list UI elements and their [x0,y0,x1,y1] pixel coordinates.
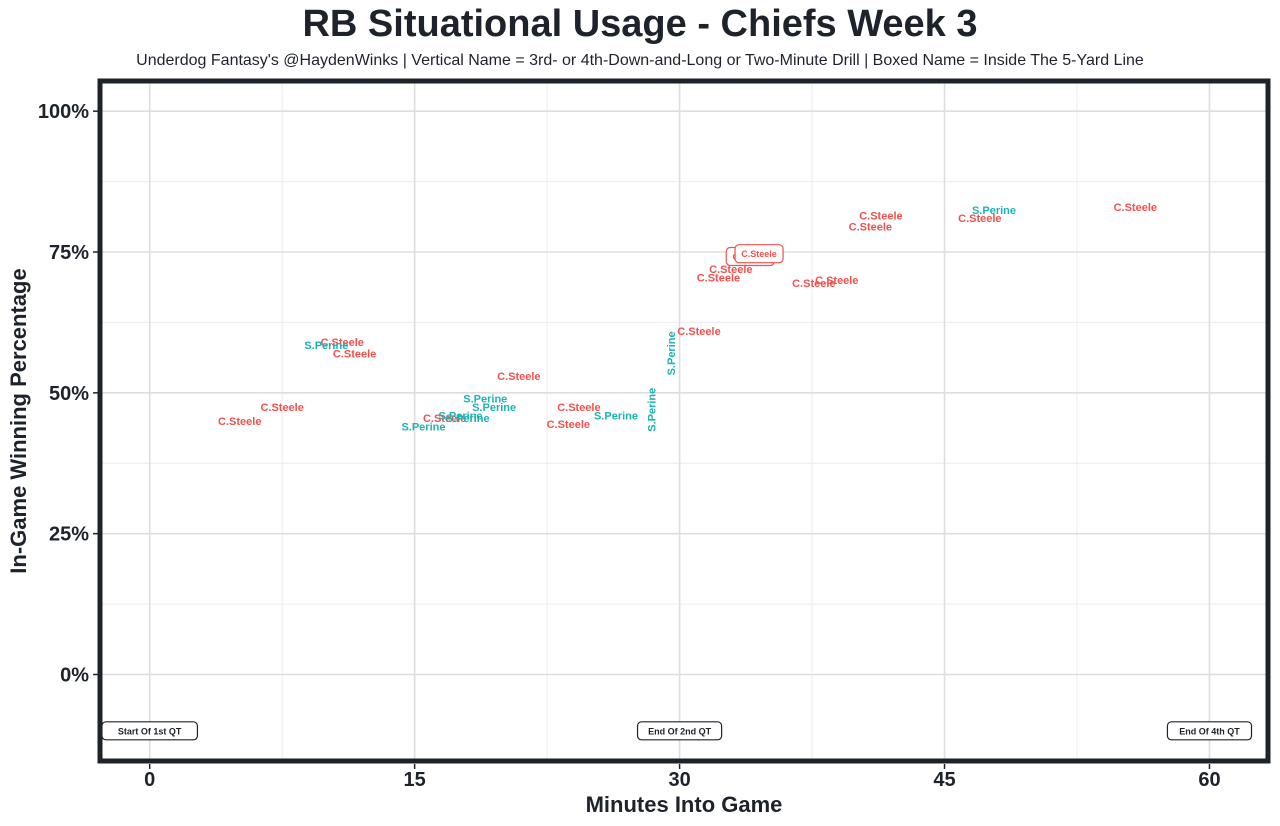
point-label: S.Perine [304,340,348,352]
point-label: C.Steele [859,210,902,222]
point-label: C.Steele [1114,202,1157,214]
point-label: C.Steele [958,213,1001,225]
point-label: C.Steele [849,222,892,234]
quarter-annotations: Start Of 1st QT End Of 2nd QT End Of 4th Q… [101,721,1253,741]
point-label: C.Steele [497,371,540,383]
point-label: C.Steele [709,264,752,276]
x-tick-label: 45 [933,769,955,791]
point-label: C.Steele [815,275,858,287]
chart-subtitle: Underdog Fantasy's @HaydenWinks | Vertic… [136,52,1144,69]
point-label: S.Perine [439,410,483,422]
point-label: C.Steele [218,416,261,428]
y-tick-label: 100% [38,101,89,123]
point-label: C.Steele [697,272,740,284]
x-axis: 0 15 30 45 60 [144,764,1221,791]
point-label: C.Steele [547,419,590,431]
x-tick-label: 60 [1198,769,1220,791]
x-tick-label: 0 [144,769,155,791]
plot-frame [97,78,1271,764]
x-axis-label: Minutes Into Game [586,792,783,817]
point-label: S.Perine [594,410,638,422]
point-label: C.Steele [423,413,466,425]
point-label: C.Steele [557,402,600,414]
boxed-label-frame [734,244,784,264]
y-tick-label: 25% [49,524,89,546]
chart-title: RB Situational Usage - Chiefs Week 3 [302,3,978,45]
annotation-label: End Of 2nd QT [648,726,711,736]
y-tick-label: 0% [60,665,89,687]
point-label: C.Steele [260,402,303,414]
annotation-box [101,721,199,741]
point-label: S.Perine [472,402,516,414]
annotation-label: End Of 4th QT [1179,726,1240,736]
annotation-label: Start Of 1st QT [118,726,182,736]
point-label: S.Perine [446,413,490,425]
annotation-box [636,721,723,741]
point-label: C.Steele [677,326,720,338]
y-tick-label: 75% [49,242,89,264]
point-label: S.Perine [401,422,445,434]
vertical-point-label: S.Perine [666,331,678,375]
annotation-box [1166,721,1253,741]
y-axis-label: In-Game Winning Percentage [6,268,31,573]
grid [102,83,1266,759]
x-tick-label: 30 [668,769,690,791]
point-label: S.Perine [463,393,507,405]
y-tick-label: 50% [49,383,89,405]
data-labels: C.SteeleC.SteeleC.SteeleC.SteeleC.Steele… [218,202,1157,434]
x-tick-label: 15 [404,769,426,791]
point-label: S.Perine [972,205,1016,217]
vertical-point-label: S.Perine [646,388,658,432]
y-axis: 0% 25% 50% 75% 100% [38,101,98,687]
boxed-point-label: C.Steele [741,249,777,259]
point-label: C.Steele [792,278,835,290]
point-label: C.Steele [333,348,376,360]
point-label: C.Steele [321,337,364,349]
